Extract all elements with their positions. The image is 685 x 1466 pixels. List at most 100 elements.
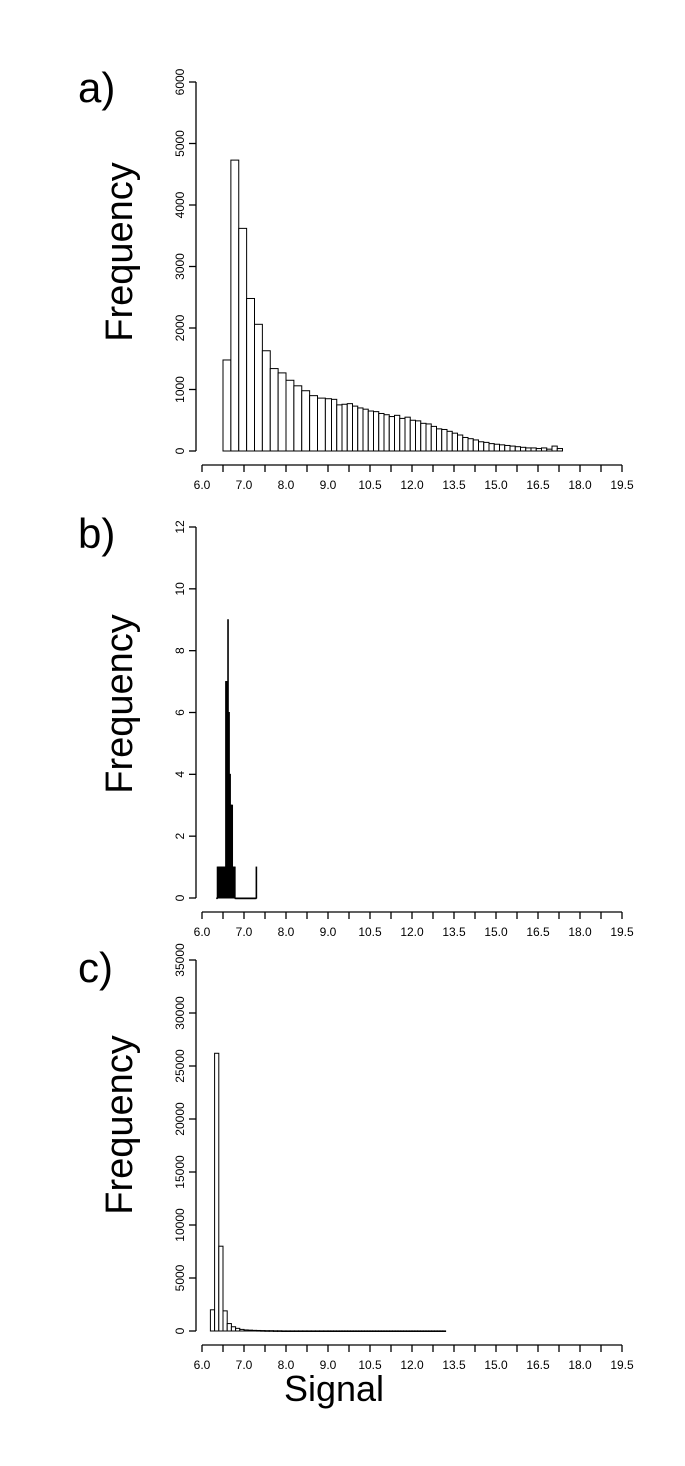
histogram-bar: [520, 446, 527, 452]
y-tick-label: 3000: [173, 253, 187, 280]
histogram-bar: [530, 447, 537, 452]
histogram-bar: [357, 407, 364, 452]
histogram-bar: [226, 1323, 232, 1332]
histogram-bar: [541, 447, 548, 452]
y-tick-label: 25000: [173, 1049, 187, 1083]
panel-label: a): [78, 64, 115, 111]
histogram-bar: [317, 397, 326, 452]
histogram-bar: [362, 408, 369, 452]
x-tick-label: 15.0: [484, 1358, 508, 1372]
histogram-bar: [243, 1329, 249, 1332]
y-tick-label: 12: [173, 520, 187, 534]
x-tick-label: 12.0: [400, 925, 424, 939]
histogram-bar: [306, 1330, 312, 1332]
y-tick-label: 4000: [173, 191, 187, 218]
histogram-bar: [293, 385, 303, 452]
histogram-bar: [239, 1328, 245, 1332]
x-tick-label: 10.5: [358, 1358, 382, 1372]
histogram-bar: [246, 297, 255, 452]
histogram-bar: [341, 403, 348, 452]
histogram-bar: [298, 1330, 304, 1332]
y-tick-label: 2: [173, 833, 187, 840]
histogram-bar: [264, 1330, 270, 1332]
x-tick-label: 12.0: [400, 478, 424, 492]
x-tick-label: 19.5: [610, 478, 634, 492]
histogram-bar: [309, 395, 318, 452]
x-tick-label: 6.0: [194, 478, 211, 492]
x-tick-label: 9.0: [320, 925, 337, 939]
histogram-bar: [535, 448, 542, 452]
histogram-bar: [331, 398, 338, 452]
histogram-bar: [483, 441, 490, 452]
x-axis-title: Signal: [284, 1368, 384, 1409]
x-tick-label: 19.5: [610, 1358, 634, 1372]
x-tick-label: 6.0: [194, 925, 211, 939]
histogram-bar: [514, 446, 521, 452]
histogram-bar: [234, 866, 236, 899]
histogram-bar: [285, 379, 295, 452]
histogram-bar: [222, 359, 232, 452]
y-tick-label: 6000: [173, 68, 187, 95]
histogram-bar: [222, 1310, 228, 1332]
x-tick-label: 19.5: [610, 925, 634, 939]
histogram-bar: [277, 372, 287, 452]
histogram-bar: [285, 1330, 291, 1332]
chart-panel: a) Frequency 0 1000 2000 3000 4000 5000 6000 6.0 7…: [78, 64, 634, 492]
histogram-bar: [441, 428, 448, 452]
histogram-bar: [546, 448, 553, 452]
histogram-bar: [277, 1330, 283, 1332]
histogram-bar: [409, 419, 416, 452]
histogram-bar: [346, 403, 353, 452]
panel-label: c): [78, 944, 113, 991]
histogram-bar: [314, 1330, 321, 1332]
histogram-bar: [323, 1330, 329, 1332]
y-tick-label: 30000: [173, 996, 187, 1030]
x-tick-label: 15.0: [484, 478, 508, 492]
histogram-bar: [451, 432, 458, 452]
histogram-bar: [378, 412, 385, 452]
histogram-bar: [436, 428, 443, 452]
x-tick-label: 13.5: [442, 1358, 466, 1372]
x-tick-label: 7.0: [236, 1358, 253, 1372]
y-tick-label: 10: [173, 582, 187, 596]
x-tick-label: 16.5: [526, 925, 550, 939]
histogram-bar: [272, 1330, 279, 1332]
histogram-bar: [310, 1330, 316, 1332]
histogram-bar: [235, 1327, 241, 1332]
histogram-bar: [430, 425, 437, 452]
x-tick-label: 16.5: [526, 1358, 550, 1372]
histogram-bar: [218, 1245, 224, 1332]
histogram-bar: [499, 444, 506, 452]
histogram-bar: [251, 1329, 258, 1332]
x-tick-label: 13.5: [442, 925, 466, 939]
y-tick-label: 35000: [173, 943, 187, 977]
panel-label: b): [78, 510, 115, 557]
y-tick-label: 0: [173, 1327, 187, 1334]
x-tick-label: 10.5: [358, 925, 382, 939]
histogram-bar: [442, 1330, 447, 1332]
x-tick-label: 8.0: [278, 925, 295, 939]
histogram-bar: [261, 350, 271, 452]
histogram-bar: [415, 420, 422, 452]
histogram-bar: [399, 417, 406, 452]
y-tick-label: 5000: [173, 130, 187, 157]
x-tick-label: 10.5: [358, 478, 382, 492]
histogram-bar: [457, 434, 464, 452]
histogram-bar: [336, 404, 343, 452]
histogram-bar: [214, 1052, 220, 1332]
histogram-bar: [373, 411, 380, 452]
histogram-bar: [238, 227, 248, 452]
histogram-bar: [446, 430, 453, 452]
histogram-bar: [493, 443, 500, 452]
histogram-bar: [472, 439, 479, 452]
y-tick-label: 6: [173, 709, 187, 716]
histogram-bar: [367, 410, 374, 452]
x-tick-label: 18.0: [568, 478, 592, 492]
histogram-bar: [230, 1326, 237, 1332]
histogram-bar: [425, 423, 432, 452]
histogram-bar: [256, 1329, 262, 1332]
x-tick-label: 8.0: [278, 1358, 295, 1372]
chart-panel: b) Frequency 0 2 4 6 8 10 12 6.0 7.0 8.0 9.0 10.5 12.0…: [78, 510, 634, 939]
x-tick-label: 13.5: [442, 478, 466, 492]
